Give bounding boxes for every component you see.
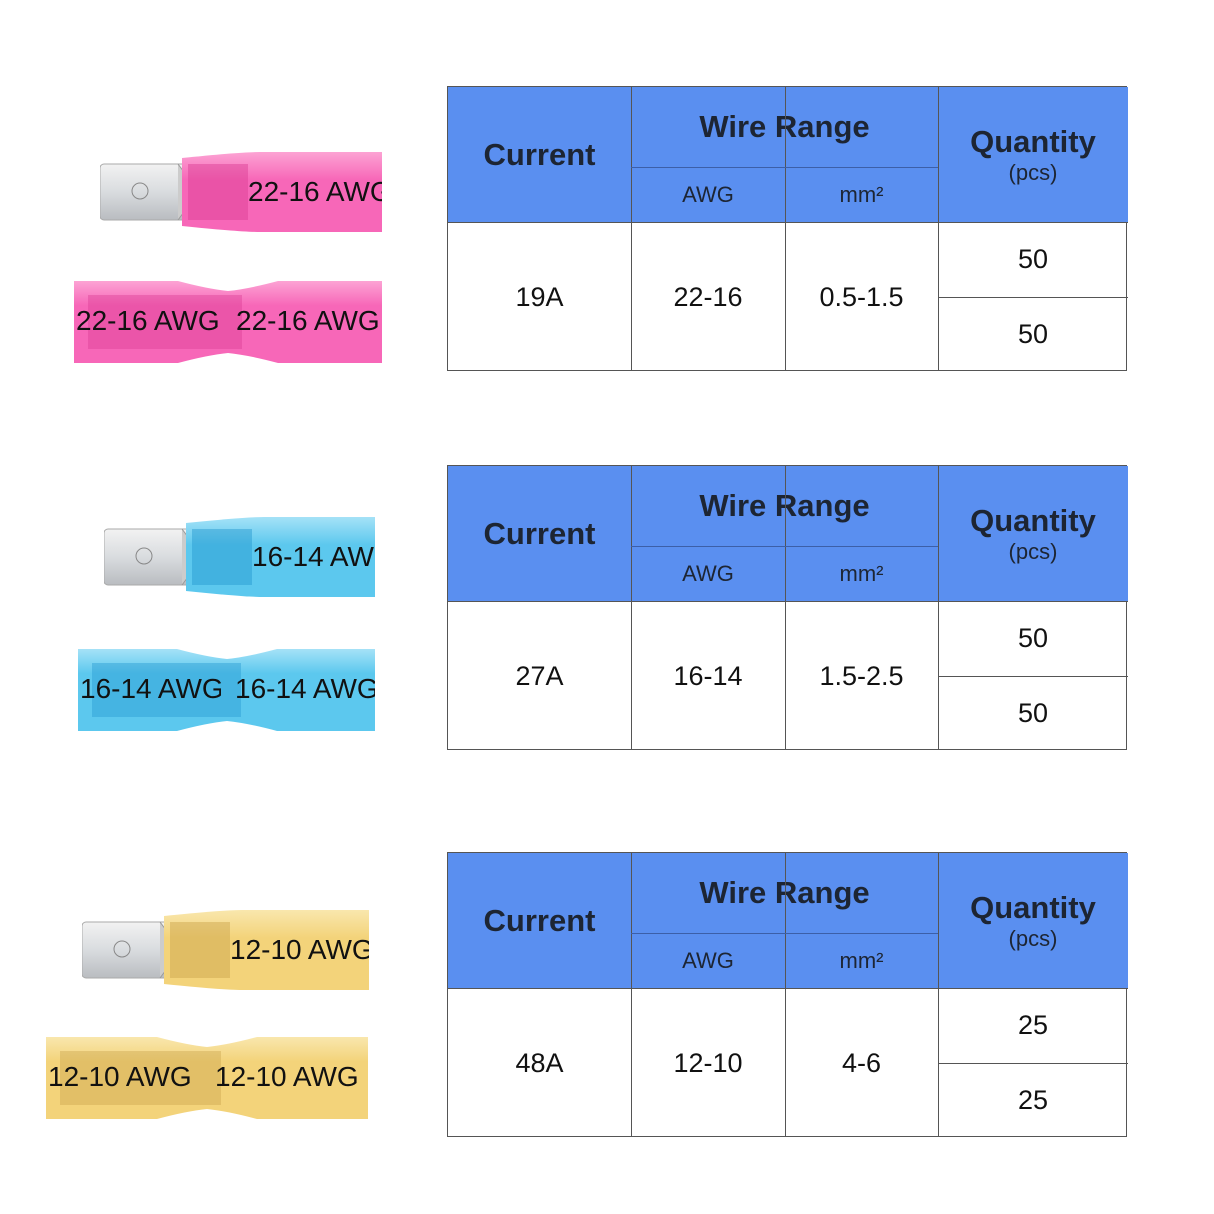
divider: [631, 87, 632, 370]
divider: [631, 546, 938, 547]
divider: [631, 466, 632, 749]
header-current: Current: [448, 853, 631, 988]
header-quantity: Quantity (pcs): [938, 87, 1128, 222]
female-connector-image: 12-10 AWG 12-10 AWG: [46, 1035, 368, 1121]
divider: [785, 466, 786, 749]
quantity-label: Quantity: [970, 502, 1096, 538]
quantity-unit: (pcs): [1008, 538, 1058, 564]
connector-label: 22-16 AWG: [76, 305, 220, 336]
connector-label: 12-10 AWG: [230, 934, 369, 965]
divider: [938, 87, 939, 370]
current-value: 27A: [515, 660, 564, 691]
awg-value: 22-16: [673, 281, 743, 312]
header-wire-range: Wire Range: [631, 853, 938, 933]
divider: [938, 297, 1128, 298]
header-mm2: mm²: [785, 933, 938, 988]
divider: [448, 222, 1128, 223]
mm2-value: 0.5-1.5: [819, 281, 904, 312]
quantity-label: Quantity: [970, 123, 1096, 159]
header-mm2: mm²: [785, 546, 938, 601]
male-connector-image: 16-14 AWG: [104, 515, 375, 599]
divider: [448, 601, 1128, 602]
divider: [785, 853, 786, 1136]
spec-table: Current Wire Range AWG mm² Quantity (pcs) 27A 1…: [447, 465, 1128, 750]
quantity-label: Quantity: [970, 889, 1096, 925]
awg-value: 16-14: [673, 660, 743, 691]
divider: [938, 1063, 1128, 1064]
divider: [631, 167, 938, 168]
male-connector-image: 12-10 AWG: [82, 908, 369, 992]
female-connector-image: 16-14 AWG 16-14 AWG: [78, 647, 375, 733]
quantity-value: 25: [1017, 1085, 1049, 1115]
divider: [448, 988, 1128, 989]
connector-label: 16-14 AWG: [80, 673, 221, 704]
quantity-value: 25: [1017, 1010, 1049, 1040]
connector-label: 22-16 AWG: [236, 305, 380, 336]
header-current: Current: [448, 87, 631, 222]
spec-table: Current Wire Range AWG mm² Quantity (pcs) 48A 1…: [447, 852, 1128, 1137]
header-wire-range: Wire Range: [631, 87, 938, 167]
header-awg: AWG: [631, 546, 785, 601]
connector-label: 22-16 AWG: [248, 176, 382, 207]
divider: [631, 933, 938, 934]
divider: [938, 676, 1128, 677]
current-value: 19A: [515, 281, 564, 312]
connector-label: 16-14 AWG: [235, 673, 375, 704]
quantity-unit: (pcs): [1008, 925, 1058, 951]
divider: [938, 853, 939, 1136]
connector-label: 12-10 AWG: [48, 1061, 192, 1092]
header-awg: AWG: [631, 167, 785, 222]
header-quantity: Quantity (pcs): [938, 466, 1128, 601]
header-wire-range: Wire Range: [631, 466, 938, 546]
quantity-value: 50: [1017, 698, 1049, 728]
connector-label: 12-10 AWG: [215, 1061, 359, 1092]
connector-label: 16-14 AWG: [252, 541, 375, 572]
header-quantity: Quantity (pcs): [938, 853, 1128, 988]
quantity-unit: (pcs): [1008, 159, 1058, 185]
divider: [785, 87, 786, 370]
divider: [631, 853, 632, 1136]
divider: [938, 466, 939, 749]
quantity-value: 50: [1017, 244, 1049, 274]
header-current: Current: [448, 466, 631, 601]
awg-value: 12-10: [673, 1047, 743, 1078]
spec-table: Current Wire Range AWG mm² Quantity (pcs) 19A 2…: [447, 86, 1128, 371]
mm2-value: 1.5-2.5: [819, 660, 904, 691]
current-value: 48A: [515, 1047, 564, 1078]
header-mm2: mm²: [785, 167, 938, 222]
quantity-value: 50: [1017, 319, 1049, 349]
mm2-value: 4-6: [841, 1047, 882, 1078]
quantity-value: 50: [1017, 623, 1049, 653]
female-connector-image: 22-16 AWG 22-16 AWG: [74, 279, 382, 365]
header-awg: AWG: [631, 933, 785, 988]
male-connector-image: 22-16 AWG: [100, 150, 382, 234]
